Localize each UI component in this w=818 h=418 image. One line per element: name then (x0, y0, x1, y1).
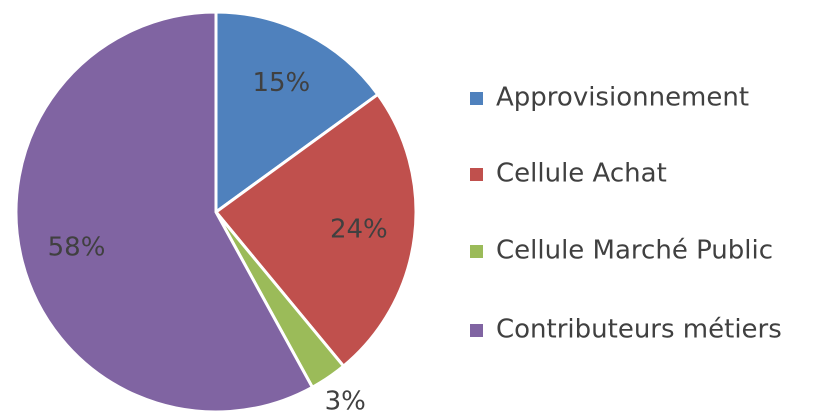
legend-swatch (470, 245, 483, 258)
legend-swatch (470, 324, 483, 337)
legend-label: Approvisionnement (496, 83, 749, 113)
legend-label: Cellule Achat (496, 159, 667, 189)
legend-swatch (470, 92, 483, 105)
pie-slice (213, 92, 418, 369)
data-label: 15% (252, 68, 310, 98)
legend-label: Cellule Marché Public (496, 236, 773, 266)
pie-slice (214, 10, 380, 215)
pie-slice (14, 10, 315, 414)
data-label: 3% (325, 387, 366, 417)
data-label: 58% (48, 232, 106, 262)
legend-label: Contributeurs métiers (496, 315, 782, 345)
legend-swatch (470, 168, 483, 181)
data-label: 24% (330, 215, 388, 245)
